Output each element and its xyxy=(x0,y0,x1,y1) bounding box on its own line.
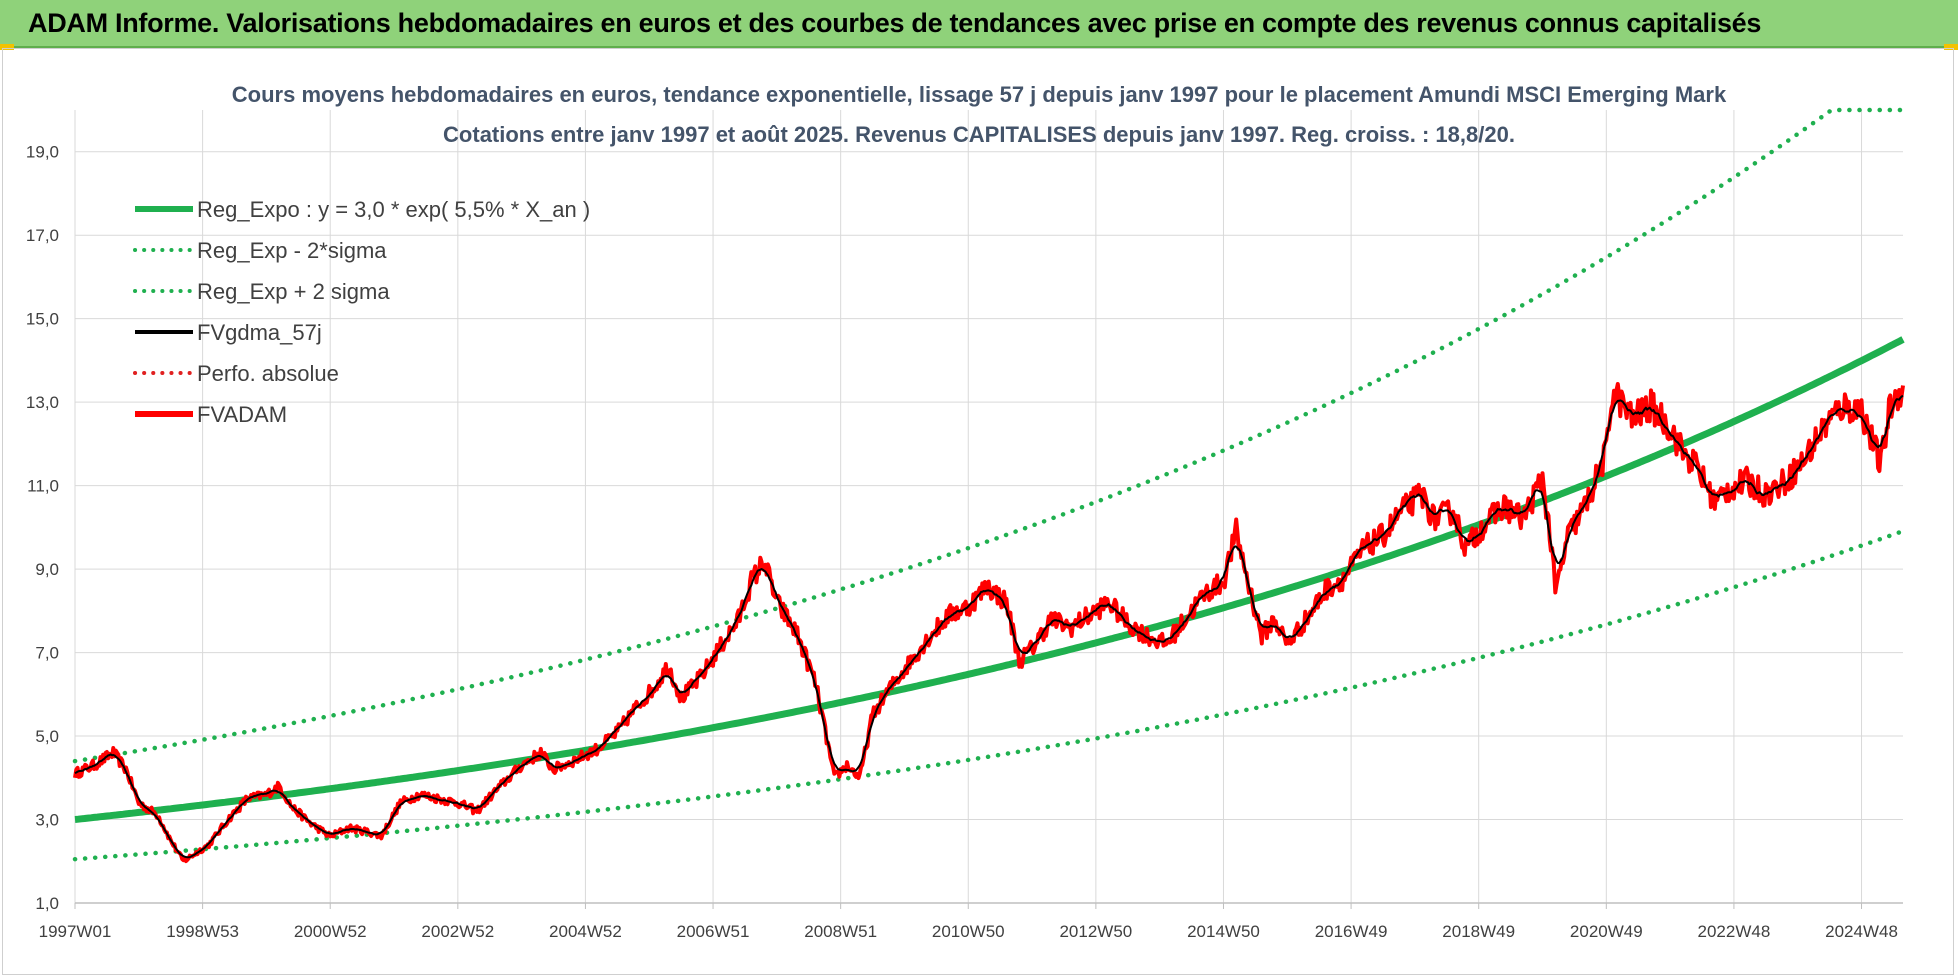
y-tick-label: 13,0 xyxy=(26,393,59,412)
x-tick-label: 2004W52 xyxy=(549,922,622,941)
y-tick-label: 1,0 xyxy=(35,894,59,913)
y-tick-label: 5,0 xyxy=(35,727,59,746)
y-tick-label: 17,0 xyxy=(26,226,59,245)
chart-axes: 1,0 3,0 5,0 7,0 9,0 11,0 13,0 15,0 17,0 19,0 1997W… xyxy=(26,143,1903,941)
header-banner: ADAM Informe. Valorisations hebdomadaire… xyxy=(0,0,1958,48)
chart-subtitle: Cotations entre janv 1997 et août 2025. … xyxy=(443,122,1515,147)
report-title: ADAM Informe. Valorisations hebdomadaire… xyxy=(28,8,1762,38)
legend-label: Reg_Expo : y = 3,0 * exp( 5,5% * X_an ) xyxy=(197,197,590,222)
legend-label: Reg_Exp - 2*sigma xyxy=(197,238,387,263)
legend-label: FVgdma_57j xyxy=(197,320,322,345)
chart-grid xyxy=(74,110,1903,904)
legend-label: FVADAM xyxy=(197,402,287,427)
x-tick-label: 2002W52 xyxy=(421,922,494,941)
x-tick-label: 2018W49 xyxy=(1442,922,1515,941)
x-tick-label: 2012W50 xyxy=(1059,922,1132,941)
y-tick-label: 15,0 xyxy=(26,310,59,329)
series-reg-expo xyxy=(74,336,1905,823)
y-tick-label: 11,0 xyxy=(27,477,59,496)
legend-label: Reg_Exp + 2 sigma xyxy=(197,279,390,304)
series-reg-exp-minus-2sigma xyxy=(72,528,1906,862)
y-tick-label: 3,0 xyxy=(35,811,59,830)
chart-frame xyxy=(2,48,1954,975)
legend-label: Perfo. absolue xyxy=(197,361,339,386)
x-tick-label: 2016W49 xyxy=(1315,922,1388,941)
x-tick-label: 2020W49 xyxy=(1570,922,1643,941)
chart-legend: Reg_Expo : y = 3,0 * exp( 5,5% * X_an ) R… xyxy=(133,197,590,427)
x-tick-label: 1997W01 xyxy=(39,922,112,941)
corner-marker-left xyxy=(0,44,14,50)
y-tick-label: 7,0 xyxy=(35,644,59,663)
x-tick-label: 2022W48 xyxy=(1698,922,1771,941)
y-tick-label: 19,0 xyxy=(26,143,59,162)
x-tick-label: 2014W50 xyxy=(1187,922,1260,941)
x-tick-label: 2024W48 xyxy=(1825,922,1898,941)
series-fvgdma-57j xyxy=(74,394,1904,859)
x-tick-label: 2000W52 xyxy=(294,922,367,941)
x-tick-label: 2008W51 xyxy=(804,922,877,941)
x-tick-label: 2006W51 xyxy=(677,922,750,941)
chart-series xyxy=(72,107,1906,864)
y-tick-label: 9,0 xyxy=(35,560,59,579)
chart-title: Cours moyens hebdomadaires en euros, ten… xyxy=(232,82,1727,107)
corner-marker-right xyxy=(1944,44,1958,50)
x-tick-label: 1998W53 xyxy=(166,922,239,941)
x-tick-label: 2010W50 xyxy=(932,922,1005,941)
series-reg-exp-plus-2sigma xyxy=(72,107,1906,764)
